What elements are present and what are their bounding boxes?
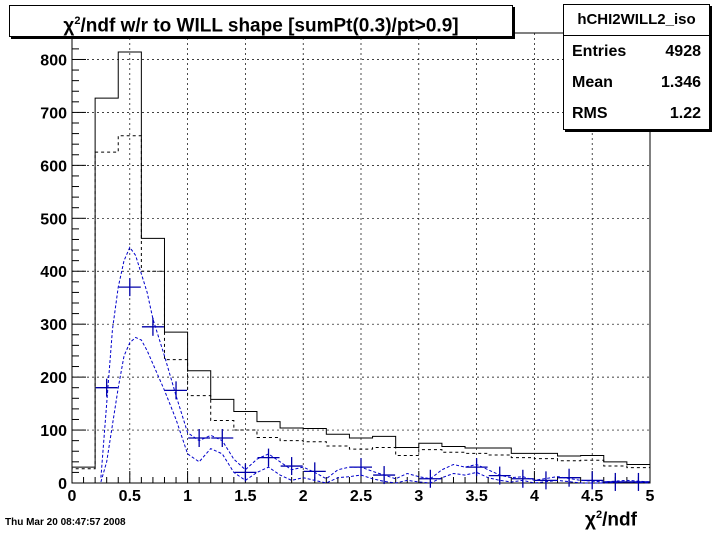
x-tick-label: 2.5 [350,488,372,505]
y-tick-label: 200 [40,370,67,387]
y-tick-label: 300 [40,317,67,334]
stats-row-entries: Entries 4928 [564,36,709,67]
x-tick-label: 4.5 [581,488,603,505]
y-tick-label: 100 [40,423,67,440]
y-tick-label: 400 [40,264,67,281]
x-tick-label: 3.5 [465,488,487,505]
stats-value: 1.22 [669,105,701,122]
y-tick-label: 800 [40,52,67,69]
stats-key: Entries [572,43,627,60]
y-tick-label: 0 [58,476,67,493]
y-tick-label: 600 [40,158,67,175]
x-tick-label: 1 [183,488,192,505]
histogram-solid [71,51,651,483]
stats-row-rms: RMS 1.22 [564,98,709,129]
x-tick-label: 5 [646,488,655,505]
x-tick-label: 1.5 [234,488,256,505]
stats-value: 4928 [665,43,701,60]
stats-value: 1.346 [660,74,701,91]
stats-key: RMS [572,105,608,122]
x-tick-label: 4 [530,488,539,505]
stats-box: hCHI2WILL2_iso Entries 4928 Mean 1.346 R… [563,4,710,130]
y-tick-label: 500 [40,211,67,228]
timestamp: Thu Mar 20 08:47:57 2008 [5,517,126,528]
x-tick-label: 0 [68,488,77,505]
y-tick-label: 700 [40,105,67,122]
histogram-dashed [71,135,651,483]
error-band-curve [100,336,651,484]
x-tick-label: 0.5 [119,488,141,505]
x-tick-label: 2 [299,488,308,505]
stats-key: Mean [572,74,613,91]
stats-row-mean: Mean 1.346 [564,67,709,98]
stats-histogram-name: hCHI2WILL2_iso [564,5,709,36]
x-axis-label: χ2/ndf [585,509,637,531]
x-tick-label: 3 [414,488,423,505]
error-band-curve [100,246,651,483]
chart-title: χ2/ndf w/r to WILL shape [sumPt(0.3)/pt>… [9,5,513,37]
